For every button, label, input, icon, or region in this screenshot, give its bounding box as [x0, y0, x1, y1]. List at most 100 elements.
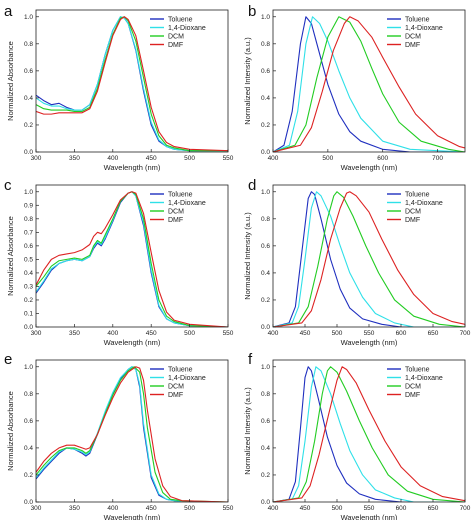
x-axis-label: Wavelength (nm): [104, 163, 161, 172]
x-tick-label: 600: [396, 330, 407, 337]
y-tick-label: 0.4: [24, 270, 33, 277]
legend-label: DMF: [405, 392, 420, 399]
legend-label: DMF: [168, 217, 183, 224]
series-line-toluene: [36, 366, 228, 502]
legend-label: DMF: [168, 42, 183, 49]
series-line-dmf: [273, 16, 465, 152]
series-group: [36, 366, 228, 502]
x-axis-label: Wavelength (nm): [341, 338, 398, 347]
x-axis-label: Wavelength (nm): [104, 513, 161, 520]
y-tick-label: 0.0: [24, 324, 33, 331]
x-tick-label: 300: [31, 155, 42, 162]
x-axis-label: Wavelength (nm): [104, 338, 161, 347]
x-tick-label: 400: [268, 505, 279, 512]
y-tick-label: 0.8: [261, 216, 270, 223]
y-tick-label: 0.0: [261, 149, 270, 156]
y-tick-label: 0.2: [261, 472, 270, 479]
x-tick-label: 400: [107, 505, 118, 512]
plot-frame: [35, 9, 229, 153]
y-axis-label: Normalized Absorbance: [6, 41, 15, 121]
series-line-1-4-dioxane: [273, 16, 465, 152]
y-tick-label: 0.1: [24, 311, 33, 318]
panel-letter: d: [248, 177, 256, 194]
y-tick-label: 0.0: [24, 499, 33, 506]
y-tick-label: 0.2: [24, 122, 33, 129]
series-line-dcm: [36, 366, 228, 502]
x-tick-label: 400: [107, 330, 118, 337]
x-tick-label: 450: [300, 330, 311, 337]
x-tick-label: 450: [146, 155, 157, 162]
panel-a: a 300 350 400 450 500 550 0.0 0.2 0.4 0.6 0.8 1.0 Wav…: [4, 3, 234, 172]
y-tick-label: 0.4: [261, 445, 270, 452]
x-tick-label: 550: [223, 330, 234, 337]
x-tick-label: 500: [332, 330, 343, 337]
y-tick-label: 0.3: [24, 284, 33, 291]
y-tick-label: 0.0: [24, 149, 33, 156]
legend-label: Toluene: [168, 16, 193, 23]
y-tick-label: 1.0: [24, 189, 33, 196]
series-line-dcm: [273, 191, 465, 327]
series-line-dcm: [273, 16, 465, 152]
panel-letter: a: [4, 3, 13, 20]
y-tick-label: 0.6: [24, 243, 33, 250]
y-tick-label: 0.0: [261, 499, 270, 506]
y-tick-label: 0.7: [24, 230, 33, 237]
legend-label: Toluene: [405, 16, 430, 23]
x-tick-label: 500: [184, 330, 195, 337]
legend-label: 1,4-Dioxane: [168, 375, 206, 382]
panel-e: e 300 350 400 450 500 550 0.0 0.2 0.4 0.6 0.8 1.0 Wav…: [4, 351, 234, 520]
series-line-1-4-dioxane: [273, 191, 465, 327]
legend-label: Toluene: [168, 366, 193, 373]
x-tick-label: 650: [428, 505, 439, 512]
y-tick-label: 0.2: [24, 297, 33, 304]
plot-frame: [35, 359, 229, 503]
x-tick-label: 400: [268, 330, 279, 337]
legend-label: DCM: [168, 208, 184, 215]
y-axis-label: Normalized Absorbance: [6, 391, 15, 471]
y-tick-label: 0.4: [24, 95, 33, 102]
x-tick-label: 450: [146, 330, 157, 337]
series-line-dmf: [36, 191, 228, 327]
x-tick-label: 700: [432, 155, 443, 162]
x-tick-label: 400: [107, 155, 118, 162]
y-tick-label: 0.9: [24, 202, 33, 209]
panel-letter: c: [4, 177, 12, 194]
legend-label: DCM: [168, 383, 184, 390]
legend-label: 1,4-Dioxane: [405, 25, 443, 32]
series-line-dmf: [273, 191, 465, 327]
y-tick-label: 1.0: [24, 364, 33, 371]
y-tick-label: 1.0: [24, 14, 33, 21]
x-tick-label: 500: [184, 505, 195, 512]
y-tick-label: 0.2: [24, 472, 33, 479]
y-tick-label: 0.8: [24, 216, 33, 223]
panel-c: c 300 350 400 450 500 550 0.0 0.1 0.2 0.3 0.4 0.5 0.6…: [4, 177, 234, 347]
panel-b: b 400 500 600 700 0.0 0.2 0.4 0.6 0.8 1.0 Wavelengt…: [243, 3, 466, 172]
y-tick-label: 0.4: [261, 270, 270, 277]
x-tick-label: 600: [377, 155, 388, 162]
legend-label: DCM: [168, 33, 184, 40]
legend-label: Toluene: [168, 191, 193, 198]
y-tick-label: 1.0: [261, 14, 270, 21]
x-tick-label: 500: [184, 155, 195, 162]
x-tick-label: 500: [322, 155, 333, 162]
series-line-toluene: [273, 16, 465, 152]
y-tick-label: 0.2: [261, 122, 270, 129]
panel-d: d 400 450 500 550 600 650 700 0.0 0.2 0.4 0.6 0.8 1.0…: [243, 177, 471, 347]
legend-label: DCM: [405, 208, 421, 215]
series-group: [36, 16, 228, 152]
x-tick-label: 600: [396, 505, 407, 512]
series-line-1-4-dioxane: [36, 16, 228, 152]
y-tick-label: 0.4: [24, 445, 33, 452]
x-tick-label: 400: [268, 155, 279, 162]
y-tick-label: 0.6: [261, 68, 270, 75]
y-axis-label: Normalized Intensity (a.u.): [243, 212, 252, 300]
series-group: [273, 366, 465, 502]
x-axis-label: Wavelength (nm): [341, 163, 398, 172]
y-tick-label: 0.4: [261, 95, 270, 102]
series-line-dmf: [36, 366, 228, 502]
x-tick-label: 450: [146, 505, 157, 512]
legend-label: DMF: [168, 392, 183, 399]
